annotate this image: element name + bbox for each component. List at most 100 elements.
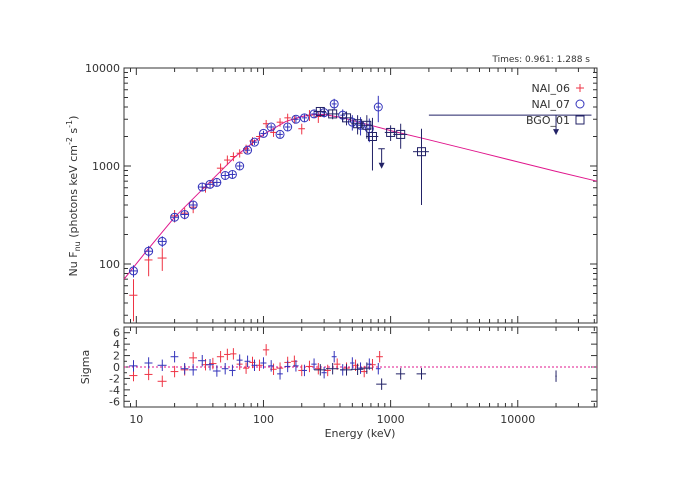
data-point (197, 182, 207, 192)
legend-item: BGO_01 (526, 114, 585, 127)
square-marker (328, 109, 338, 119)
y-axis-title-part1: Nu F (67, 251, 80, 276)
data-point (413, 128, 429, 205)
circle-marker (329, 99, 339, 109)
square-marker (386, 127, 396, 137)
data-point (170, 212, 180, 222)
upper-limit (428, 114, 592, 136)
legend-label: NAI_07 (532, 98, 571, 111)
main-axis-ticks: 100 1000 10000 (85, 62, 597, 323)
data-point (220, 170, 230, 180)
circle-marker (275, 129, 285, 139)
data-point (236, 149, 243, 158)
square-marker (362, 120, 372, 130)
residual-point (157, 375, 167, 387)
residual-point (251, 359, 258, 371)
y-axis-title-part2: (photons keV cm (67, 145, 80, 241)
y-tick-label-resid: -2 (109, 372, 120, 385)
y-axis-title-sub: nu (73, 241, 82, 251)
data-point (235, 161, 245, 171)
residual-point (224, 348, 231, 361)
circle-marker (197, 182, 207, 192)
data-point (230, 152, 237, 162)
residual-point (376, 351, 383, 363)
circle-marker (283, 122, 293, 132)
residual-point (189, 352, 197, 364)
data-point (144, 245, 154, 258)
residual-point (395, 368, 406, 380)
residual-point (236, 354, 243, 366)
residual-point (360, 362, 373, 374)
residual-point (198, 355, 207, 367)
x-tick-label: 10000 (500, 413, 535, 426)
residual-point (129, 360, 138, 372)
residual-point (157, 359, 167, 371)
y-axis-title-sup2: -1 (65, 120, 74, 128)
data-point (373, 95, 383, 123)
residual-point (277, 368, 283, 380)
data-point (212, 177, 222, 187)
data-point (216, 163, 225, 174)
circle-marker (243, 145, 253, 155)
residual-point (129, 369, 138, 382)
data-point (340, 111, 353, 126)
data-point (393, 123, 408, 149)
square-marker (353, 119, 363, 129)
data-point (205, 179, 215, 189)
y-axis-title-sup1: -2 (65, 137, 74, 145)
residual-point (351, 363, 364, 375)
y-tick-label-resid: 0 (113, 361, 120, 374)
residual-point (293, 360, 299, 372)
y-tick-label-main: 1000 (92, 160, 120, 173)
residual-point (555, 370, 557, 382)
circle-marker (144, 246, 154, 256)
residual-point (311, 358, 317, 370)
time-range-header: Times: 0.961: 1.288 s (491, 55, 590, 65)
residual-point (260, 357, 267, 369)
y-axis-title-main: Nu Fnu (photons keV cm-2 s-1) (65, 116, 82, 277)
data-point (249, 137, 259, 147)
model-curve (123, 114, 598, 280)
residual-point (314, 364, 326, 376)
circle-marker (128, 266, 138, 276)
data-point (276, 118, 284, 127)
circle-marker (299, 113, 309, 123)
data-point (266, 122, 276, 132)
data-point (291, 114, 301, 124)
data-point (270, 128, 277, 137)
circle-marker (157, 236, 167, 246)
data-point (299, 113, 309, 123)
residual-point (305, 360, 313, 373)
square-marker (367, 131, 377, 141)
main-plot-frame (123, 67, 598, 324)
residual-point (325, 363, 339, 375)
residual-point (262, 344, 270, 356)
residual-point (333, 358, 341, 370)
upper-limit-arrow (378, 162, 385, 169)
circle-marker (258, 128, 268, 138)
residual-point (230, 348, 237, 360)
upper-limit-arrow (553, 129, 560, 136)
residual-point (268, 360, 274, 372)
residual-point (212, 365, 221, 377)
square-marker (315, 106, 325, 116)
residual-point (369, 359, 376, 371)
series-nai-07 (128, 95, 383, 278)
residual-point (229, 364, 236, 377)
y-tick-label-resid: -6 (109, 395, 120, 408)
data-point (157, 236, 167, 248)
y-tick-label-resid: 6 (113, 327, 120, 340)
residual-point (416, 368, 427, 380)
circle-marker (291, 114, 301, 124)
residual-point (242, 362, 250, 374)
legend-item: NAI_06 (532, 82, 584, 95)
circle-marker (227, 169, 237, 179)
data-point (384, 125, 396, 141)
residual-point (189, 364, 197, 376)
data-point (128, 265, 138, 278)
circle-marker (373, 102, 383, 112)
data-point (129, 279, 138, 322)
